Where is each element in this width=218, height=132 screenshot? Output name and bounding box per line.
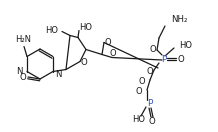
Text: O: O xyxy=(105,38,111,47)
Text: P: P xyxy=(147,98,153,107)
Text: HO: HO xyxy=(45,26,58,35)
Text: O: O xyxy=(110,49,116,58)
Text: O: O xyxy=(178,55,184,63)
Text: NH₂: NH₂ xyxy=(171,15,187,25)
Text: O: O xyxy=(81,58,87,67)
Text: O: O xyxy=(147,67,153,76)
Text: O: O xyxy=(20,72,26,81)
Text: HO: HO xyxy=(179,41,192,50)
Text: HO: HO xyxy=(79,23,92,32)
Text: P: P xyxy=(161,55,167,63)
Text: HO: HO xyxy=(133,116,145,124)
Text: N: N xyxy=(17,67,23,76)
Text: N: N xyxy=(55,70,61,79)
Text: O: O xyxy=(135,86,142,95)
Text: H₂N: H₂N xyxy=(15,35,31,44)
Text: O: O xyxy=(149,117,155,126)
Text: O: O xyxy=(138,77,145,86)
Text: O: O xyxy=(150,46,156,55)
